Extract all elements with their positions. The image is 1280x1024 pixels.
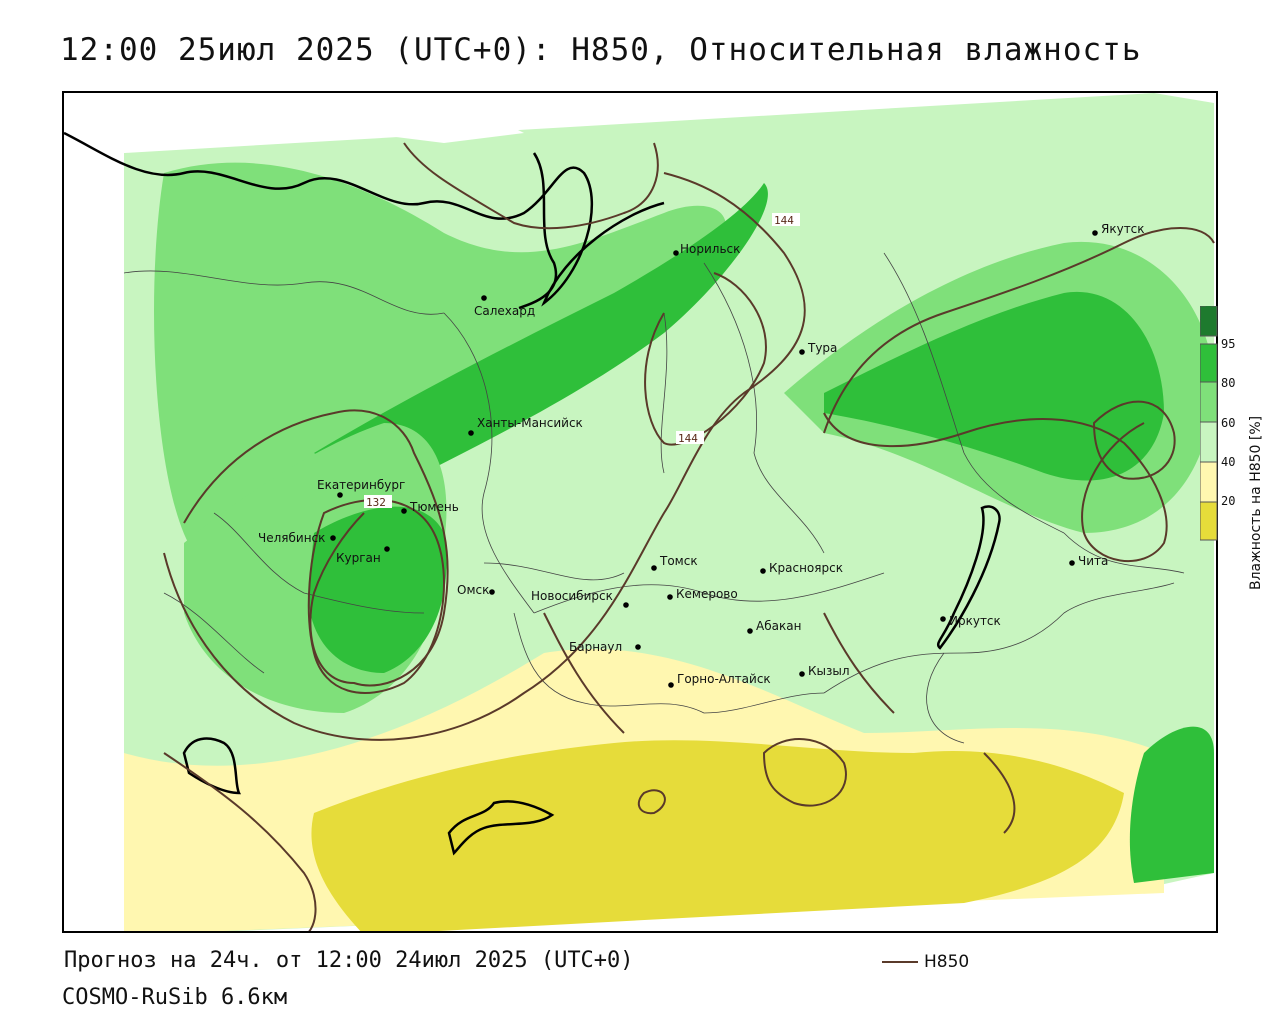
legend-tick-60: 60 xyxy=(1221,416,1236,430)
moist-band-diagonal xyxy=(314,183,768,493)
svg-text:Курган: Курган xyxy=(336,551,381,565)
svg-text:Омск: Омск xyxy=(457,583,489,597)
moist-core-east xyxy=(824,291,1164,481)
svg-text:132: 132 xyxy=(366,496,386,509)
contour-label-2: 144 xyxy=(676,431,704,445)
map-title: 12:00 25июл 2025 (UTC+0): H850, Относите… xyxy=(60,32,1142,68)
svg-text:Красноярск: Красноярск xyxy=(769,561,843,575)
legend-segment-0 xyxy=(1199,501,1218,541)
svg-text:Екатеринбург: Екатеринбург xyxy=(317,478,405,492)
svg-text:Норильск: Норильск xyxy=(680,242,740,256)
city-kurgan: Курган xyxy=(336,546,390,565)
svg-text:Кемерово: Кемерово xyxy=(676,587,738,601)
legend-arrow-top xyxy=(1200,300,1217,320)
svg-text:144: 144 xyxy=(774,214,794,227)
baikal-lake xyxy=(937,505,1001,650)
legend-bar xyxy=(1199,300,1218,541)
city-kyzyl: Кызыл xyxy=(799,664,850,678)
legend-segment-20 xyxy=(1199,461,1218,503)
legend-title: Влажность на H850 [%] xyxy=(1248,415,1264,590)
h850-line-label: H850 xyxy=(924,952,970,972)
humidity-color-legend xyxy=(1199,300,1218,542)
svg-text:Томск: Томск xyxy=(659,554,698,568)
city-yakutsk: Якутск xyxy=(1092,222,1145,236)
city-barnaul: Барнаул xyxy=(569,640,641,654)
city-novosibirsk: Новосибирск xyxy=(531,589,629,608)
arctic-coastline xyxy=(64,131,665,307)
contour-label-1: 144 xyxy=(772,213,800,227)
city-norilsk: Норильск xyxy=(673,242,740,256)
city-omsk: Омск xyxy=(457,583,495,597)
h850-line-swatch xyxy=(882,961,918,963)
legend-segment-80 xyxy=(1199,343,1218,383)
legend-tick-95: 95 xyxy=(1221,337,1236,351)
svg-text:Горно-Алтайск: Горно-Алтайск xyxy=(677,672,771,686)
city-khanty-mansiysk: Ханты-Мансийск xyxy=(468,416,583,436)
city-yekaterinburg: Екатеринбург xyxy=(317,478,405,498)
city-gorno-altaysk: Горно-Алтайск xyxy=(668,672,771,688)
city-salekhard: Салехард xyxy=(474,295,535,318)
city-kemerovo: Кемерово xyxy=(667,587,738,601)
contour-label-3: 132 xyxy=(364,495,392,509)
svg-text:Новосибирск: Новосибирск xyxy=(531,589,613,603)
map-svg: 144 144 132 Якутск Норильск Салехард Тур… xyxy=(64,93,1215,931)
svg-text:Челябинск: Челябинск xyxy=(258,531,325,545)
svg-text:Барнаул: Барнаул xyxy=(569,640,622,654)
svg-text:Тура: Тура xyxy=(807,341,837,355)
svg-text:Ханты-Мансийск: Ханты-Мансийск xyxy=(477,416,583,430)
svg-text:Чита: Чита xyxy=(1078,554,1108,568)
city-krasnoyarsk: Красноярск xyxy=(760,561,843,575)
map-area: 144 144 132 Якутск Норильск Салехард Тур… xyxy=(62,91,1218,933)
moist-zone-far-southeast xyxy=(1129,726,1214,883)
svg-text:144: 144 xyxy=(678,432,698,445)
city-tyumen: Тюмень xyxy=(401,500,459,514)
legend-segment-40 xyxy=(1199,421,1218,463)
city-chelyabinsk: Челябинск xyxy=(258,531,336,545)
yamal-coastline xyxy=(518,152,558,310)
regional-borders xyxy=(123,252,1185,744)
balkhash-lake xyxy=(447,800,555,856)
legend-segment-60 xyxy=(1199,381,1218,423)
h850-contours xyxy=(163,142,1215,931)
h850-line-legend: H850 xyxy=(882,952,969,972)
svg-text:Тюмень: Тюмень xyxy=(409,500,459,514)
city-tomsk: Томск xyxy=(651,554,698,571)
dry-zone-dark xyxy=(311,740,1124,931)
svg-text:Кызыл: Кызыл xyxy=(808,664,850,678)
legend-tick-20: 20 xyxy=(1221,494,1236,508)
city-irkutsk: Иркутск xyxy=(940,614,1001,628)
outside-domain-top xyxy=(124,93,524,153)
outside-domain-left xyxy=(64,93,124,931)
city-chita: Чита xyxy=(1069,554,1108,568)
city-abakan: Абакан xyxy=(747,619,801,634)
city-tura: Тура xyxy=(799,341,837,355)
moist-core-kurgan xyxy=(308,506,447,673)
legend-tick-40: 40 xyxy=(1221,455,1236,469)
svg-text:Якутск: Якутск xyxy=(1101,222,1145,236)
legend-tick-80: 80 xyxy=(1221,376,1236,390)
model-name: COSMO-RuSib 6.6км xyxy=(62,985,288,1010)
moist-zone-northwest xyxy=(154,162,727,553)
svg-text:Абакан: Абакан xyxy=(756,619,801,633)
svg-text:Иркутск: Иркутск xyxy=(949,614,1001,628)
forecast-info: Прогноз на 24ч. от 12:00 24июл 2025 (UTC… xyxy=(64,948,634,973)
svg-text:Салехард: Салехард xyxy=(474,304,535,318)
